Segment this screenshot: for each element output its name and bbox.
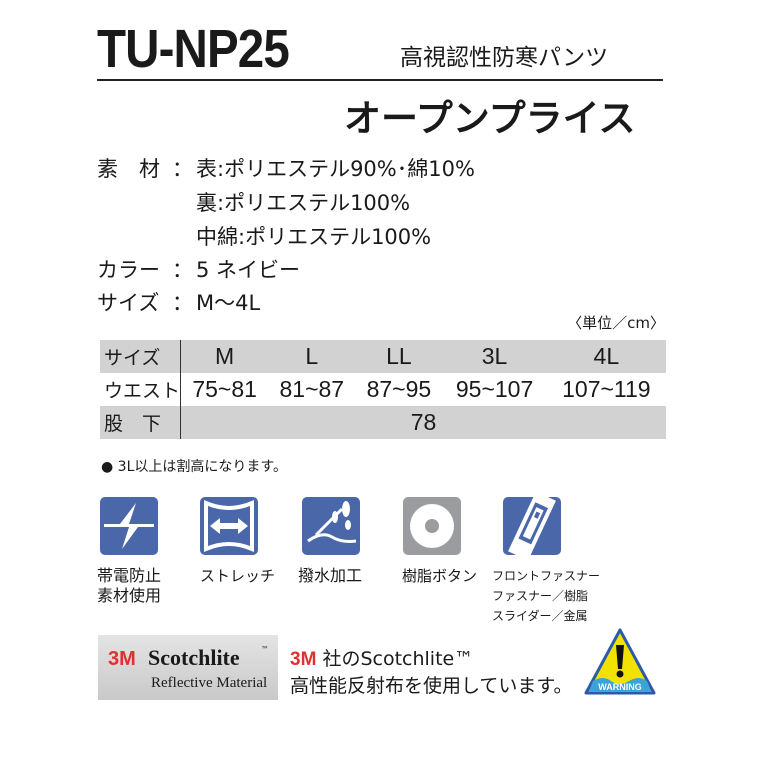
scotchlite-logo: 3M Scotchlite ™ Reflective Material xyxy=(98,635,278,700)
size-cell: 4L xyxy=(546,340,666,373)
row-header: 股 下 xyxy=(100,406,181,439)
logo-subtitle: Reflective Material xyxy=(151,675,268,691)
scotchlite-line1: 3M 社のScotchlite™ xyxy=(290,644,473,671)
waist-cell: 87~95 xyxy=(366,376,432,402)
waist-cell: 75~81 xyxy=(192,376,257,402)
divider xyxy=(97,79,663,81)
colon: ： xyxy=(172,291,193,315)
waist-cell: 81~87 xyxy=(279,376,345,402)
resin-button-icon xyxy=(403,497,461,555)
colon: ： xyxy=(172,157,193,181)
warning-icon: WARNING xyxy=(583,627,657,701)
spec-value: 5 ネイビー xyxy=(196,258,301,282)
feature-label: 撥水加工 xyxy=(298,566,363,585)
size-cell: 3L xyxy=(442,340,547,373)
unit-label: 〈単位／cm〉 xyxy=(567,314,665,332)
table-row: ウエスト 75~81 81~87 87~95 95~107 107~119 xyxy=(100,373,666,406)
inseam-cell: 78 xyxy=(180,406,666,439)
size-cell: L xyxy=(268,340,356,373)
size-cell: M xyxy=(180,340,269,373)
feature-label: 帯電防止 素材使用 xyxy=(97,566,162,605)
scotchlite-text: 社のScotchlite™ xyxy=(322,648,474,670)
antistatic-icon xyxy=(100,497,158,555)
row-header: ウエスト xyxy=(100,373,181,406)
product-name: 高視認性防寒パンツ xyxy=(400,45,609,71)
feature-label: フロントファスナー ファスナー／樹脂 スライダー／金属 xyxy=(492,569,601,623)
logo-tm: ™ xyxy=(261,645,269,654)
spec-label: サイズ xyxy=(97,291,160,315)
waist-cell: 95~107 xyxy=(455,376,534,402)
note: ● 3L以上は割高になります。 xyxy=(101,459,287,475)
feature-label: ストレッチ xyxy=(200,567,276,585)
scotchlite-line2: 高性能反射布を使用しています。 xyxy=(290,675,573,697)
spec-label: 素 材 xyxy=(97,157,160,181)
3m-brand: 3M xyxy=(290,649,317,670)
logo-name: Scotchlite xyxy=(148,645,240,670)
price: オープンプライス xyxy=(344,97,636,140)
spec-value: 裏:ポリエステル100% xyxy=(196,191,411,215)
feature-label: 樹脂ボタン xyxy=(402,567,478,585)
model-number: TU-NP25 xyxy=(97,19,290,79)
row-header: サイズ xyxy=(100,340,181,373)
size-cell: LL xyxy=(355,340,443,373)
zipper-icon xyxy=(503,491,561,561)
stretch-icon xyxy=(200,497,258,555)
size-table: サイズ M L LL 3L 4L ウエスト 75~81 81~87 87~95 … xyxy=(100,340,666,439)
spec-value: 中綿:ポリエステル100% xyxy=(196,225,432,249)
warning-text: WARNING xyxy=(598,682,642,692)
table-row: サイズ M L LL 3L 4L xyxy=(100,340,666,373)
spec-label: カラー xyxy=(97,258,160,282)
table-row: 股 下 78 xyxy=(100,406,666,439)
waist-cell: 107~119 xyxy=(562,376,651,402)
colon: ： xyxy=(172,258,193,282)
spec-value: 表:ポリエステル90%･綿10% xyxy=(196,157,475,181)
3m-logo: 3M xyxy=(108,648,136,670)
water-repellent-icon xyxy=(302,497,360,555)
spec-value: M～4L xyxy=(196,291,261,315)
